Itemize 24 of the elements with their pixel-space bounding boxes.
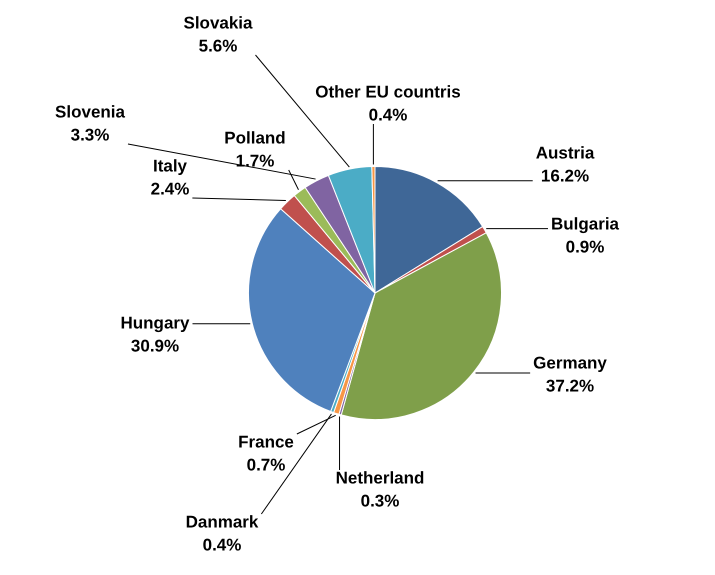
slice-label: Polland <box>224 128 286 148</box>
data-label: 0.7% <box>246 456 286 475</box>
data-label: 5.6% <box>198 36 238 56</box>
slice-label: France <box>238 432 294 452</box>
data-label: 0.4% <box>368 106 408 125</box>
data-label: 0.9% <box>566 238 604 257</box>
slice-label: Bulgaria <box>550 214 620 234</box>
slice-label: Italy <box>152 156 188 176</box>
data-label: 30.9% <box>130 336 180 356</box>
data-label: 37.2% <box>546 376 594 396</box>
slice-label: Slovenia <box>55 102 126 122</box>
data-label: 1.7% <box>236 152 274 171</box>
data-label: 0.3% <box>360 492 400 511</box>
slice-label: Netherland <box>336 468 424 488</box>
data-label: 3.3% <box>70 126 110 145</box>
slice-label: Germany <box>533 354 608 373</box>
data-label: 2.4% <box>150 180 190 199</box>
data-label: 16.2% <box>540 166 590 186</box>
slice-label: Austria <box>536 144 595 163</box>
slice-label: Danmark <box>186 512 259 532</box>
slice-label: Other EU countris <box>315 82 461 102</box>
slice-label: Hungary <box>120 314 190 333</box>
data-label: 0.4% <box>202 536 242 555</box>
slice-label: Slovakia <box>184 14 254 33</box>
